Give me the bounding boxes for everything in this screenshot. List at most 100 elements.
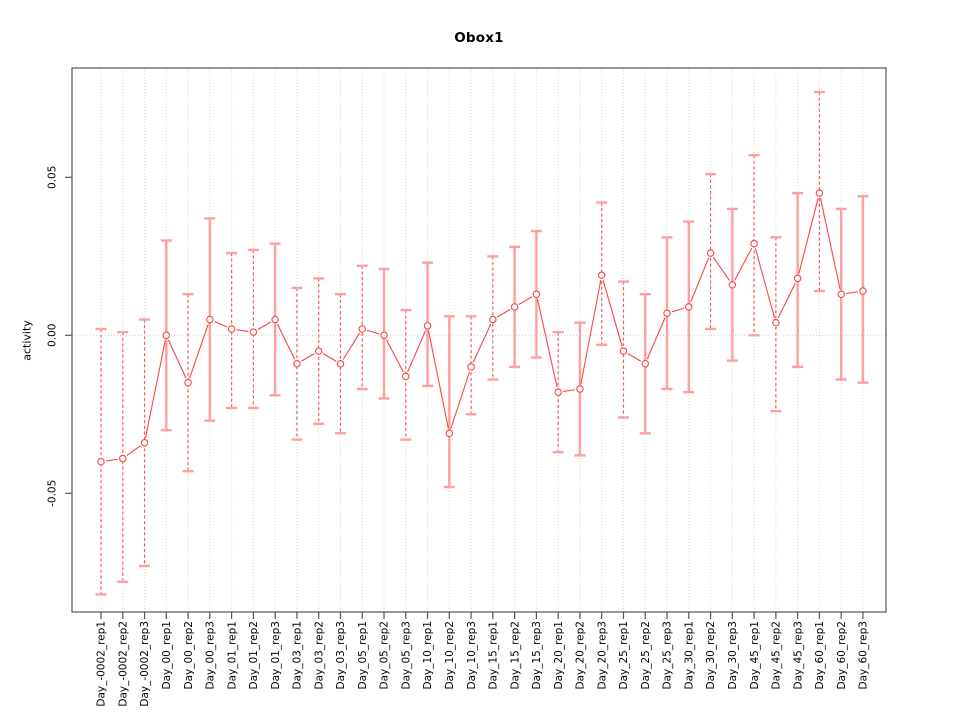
series-line-segment — [627, 353, 642, 362]
data-point — [227, 325, 236, 333]
series-line-segment — [580, 280, 602, 385]
data-point — [184, 378, 192, 387]
x-tick-label: Day_03_rep2 — [313, 621, 325, 690]
data-point — [510, 303, 519, 311]
x-tick-label: Day_10_rep3 — [466, 621, 478, 690]
x-tick-label: Day_60_rep3 — [858, 621, 870, 690]
series-line-segment — [602, 279, 623, 347]
x-tick-label: Day_05_rep3 — [400, 621, 412, 690]
series-line-segment — [496, 308, 511, 318]
data-point — [97, 457, 105, 466]
data-point — [663, 309, 671, 317]
x-tick-label: Day_25_rep3 — [662, 621, 674, 690]
data-point — [402, 372, 410, 381]
x-tick-label: Day_30_rep1 — [683, 621, 695, 690]
x-tick-label: Day_15_rep1 — [488, 621, 500, 690]
data-point — [728, 280, 737, 289]
series-line-segment — [214, 320, 228, 328]
series-line-segment — [472, 323, 492, 363]
series-line-segment — [276, 323, 296, 360]
series-line-segment — [518, 296, 533, 305]
series-line-segment — [322, 353, 337, 362]
data-point — [750, 239, 758, 248]
data-point — [815, 189, 824, 197]
x-tick-label: Day_05_rep2 — [379, 621, 391, 690]
series-line-segment — [105, 458, 118, 462]
x-tick-label: Day_00_rep1 — [161, 621, 173, 690]
x-tick-label: Day_01_rep1 — [226, 621, 238, 690]
data-point — [837, 290, 845, 298]
x-tick-label: Day_01_rep2 — [248, 621, 260, 690]
x-tick-label: Day_15_rep3 — [531, 621, 543, 690]
y-tick-label: -0.05 — [47, 480, 59, 507]
x-tick-label: Day_20_rep2 — [575, 621, 587, 690]
series-line-segment — [428, 330, 449, 429]
series-line-segment — [189, 324, 209, 379]
x-tick-label: Day_30_rep3 — [727, 621, 739, 690]
data-point — [336, 359, 345, 368]
x-tick-label: Day_25_rep1 — [618, 621, 630, 690]
x-tick-label: Day_00_rep2 — [183, 621, 195, 690]
x-tick-label: Day_03_rep1 — [292, 621, 304, 690]
data-point — [314, 347, 323, 355]
x-tick-label: Day_15_rep2 — [509, 621, 521, 690]
chart-title: Obox1 — [454, 30, 504, 46]
data-point — [576, 385, 584, 393]
data-point — [597, 271, 606, 280]
x-tick-label: Day_45_rep1 — [749, 621, 761, 690]
data-point — [489, 315, 497, 324]
series-line-segment — [366, 329, 380, 335]
y-tick-label: 0.00 — [47, 324, 59, 347]
series-line-segment — [646, 317, 666, 360]
x-tick-label: Day_20_rep3 — [596, 621, 608, 690]
series-line-segment — [257, 321, 272, 331]
x-tick-label: Day_45_rep2 — [771, 621, 783, 690]
x-tick-label: Day_45_rep3 — [792, 621, 804, 690]
series-line-segment — [536, 298, 558, 388]
x-tick-label: Day_05_rep1 — [357, 621, 369, 690]
data-point — [685, 303, 693, 311]
y-tick-label: 0.05 — [47, 166, 59, 189]
x-tick-label: Day_60_rep2 — [836, 621, 848, 690]
data-point — [293, 359, 301, 368]
series-line-segment — [342, 332, 361, 360]
x-tick-label: Day_-0002_rep3 — [139, 621, 151, 707]
x-tick-label: Day_00_rep3 — [205, 621, 217, 690]
series-line-segment — [671, 307, 685, 313]
series-line-segment — [300, 353, 315, 362]
x-tick-label: Day_10_rep2 — [444, 621, 456, 690]
series-line-segment — [712, 256, 730, 281]
data-point — [619, 347, 628, 355]
series-line-segment — [236, 329, 249, 332]
series-line-segment — [563, 389, 576, 393]
data-point — [162, 331, 171, 340]
series-line-segment — [407, 330, 427, 373]
data-point — [772, 318, 780, 327]
plot-border — [71, 67, 887, 613]
series-line-segment — [690, 257, 710, 303]
series-line-segment — [798, 197, 819, 274]
series-line-segment — [167, 339, 187, 379]
series-line-segment — [450, 371, 471, 429]
x-tick-label: Day_25_rep2 — [640, 621, 652, 690]
data-point — [706, 249, 715, 257]
x-tick-label: Day_01_rep3 — [270, 621, 282, 690]
series-line-segment — [734, 247, 753, 281]
data-point — [206, 315, 214, 324]
x-tick-label: Day_-0002_rep1 — [96, 621, 108, 707]
data-point — [859, 287, 867, 295]
data-point — [641, 359, 649, 368]
data-point — [119, 454, 127, 463]
data-point — [271, 315, 279, 324]
data-point — [793, 274, 802, 283]
data-point — [249, 328, 258, 336]
data-point — [554, 388, 562, 396]
series-line-segment — [846, 291, 859, 295]
x-tick-label: Day_10_rep1 — [422, 621, 434, 690]
x-tick-label: Day_60_rep1 — [814, 621, 826, 690]
series-line-segment — [385, 339, 404, 373]
series-line-segment — [777, 282, 796, 319]
series-line-segment — [144, 340, 166, 438]
